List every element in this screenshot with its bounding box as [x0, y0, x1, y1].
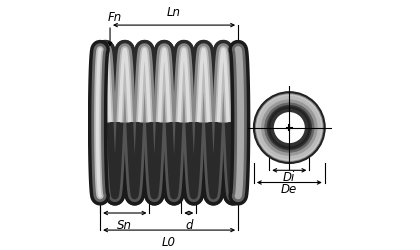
Ellipse shape	[97, 50, 103, 196]
Ellipse shape	[236, 50, 241, 196]
Text: Fn: Fn	[108, 11, 122, 24]
Text: L0: L0	[162, 236, 176, 249]
Text: d: d	[185, 219, 193, 232]
Circle shape	[269, 108, 309, 148]
Text: Di: Di	[283, 171, 295, 184]
Text: De: De	[281, 183, 297, 196]
Circle shape	[254, 92, 325, 163]
Text: Sn: Sn	[117, 219, 132, 232]
Text: Ln: Ln	[167, 6, 181, 20]
